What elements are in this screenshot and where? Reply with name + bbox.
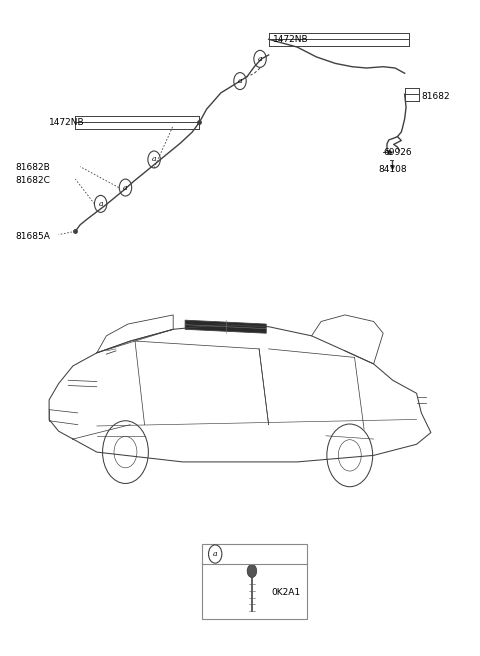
Text: 81682C: 81682C [16,176,50,185]
Text: a: a [152,155,156,163]
Text: a: a [213,550,217,558]
Circle shape [247,564,257,577]
Text: 84108: 84108 [378,165,407,174]
Text: a: a [123,184,128,192]
Text: 81682B: 81682B [16,163,50,173]
Polygon shape [185,320,266,333]
Text: 1472NB: 1472NB [49,117,85,127]
Text: 1472NB: 1472NB [274,35,309,44]
Text: 0K2A1: 0K2A1 [271,588,300,597]
Text: a: a [98,200,103,208]
Bar [202,544,307,619]
Text: a: a [258,55,262,63]
Text: 69926: 69926 [383,148,412,157]
Text: 81685A: 81685A [16,232,50,241]
Text: 81682: 81682 [421,92,450,100]
Text: a: a [238,77,242,85]
